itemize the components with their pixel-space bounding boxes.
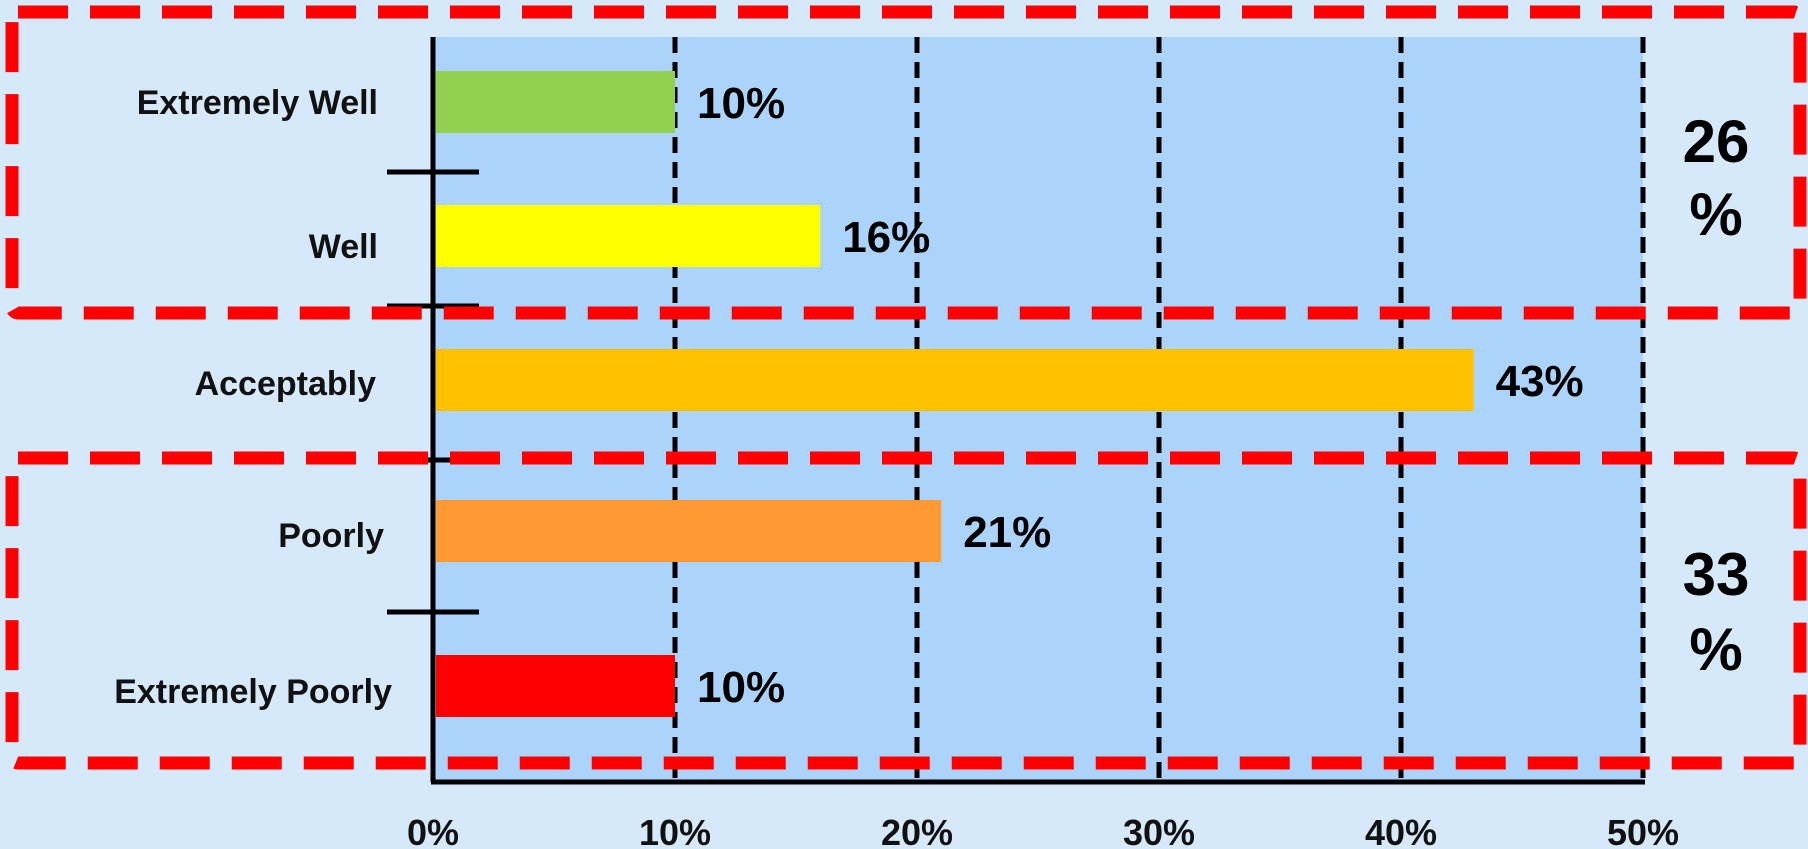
category-label-3: Poorly [278,517,384,555]
group-label-0-line-0: 26 [1683,108,1750,175]
bar-3 [436,500,942,562]
bar-1 [436,205,821,267]
value-labels: 10% 16% 43% 21% 10% [697,79,1584,712]
group-label-1-line-0: 33 [1683,541,1750,608]
value-label-3: 21% [963,508,1051,557]
x-tick-label-40: 40% [1365,812,1437,849]
category-label-0: Extremely Well [137,84,378,122]
category-label-4: Extremely Poorly [114,673,392,711]
x-tick-label-10: 10% [639,812,711,849]
value-label-4: 10% [697,663,785,712]
bar-0 [436,71,675,133]
x-tick-label-0: 0% [407,812,459,849]
group-box-1 [5,451,1807,770]
bar-4 [436,655,675,717]
group-label-0-line-1: % [1689,181,1742,248]
group-label-1-line-1: % [1689,616,1742,683]
value-label-0: 10% [697,79,785,128]
x-tick-label-20: 20% [881,812,953,849]
x-tick-label-50: 50% [1607,812,1679,849]
category-label-2: Acceptably [195,365,376,403]
value-label-2: 43% [1496,357,1584,406]
group-box-0 [5,5,1807,320]
x-tick-label-30: 30% [1123,812,1195,849]
bars [436,71,1474,717]
group-boxes: 26% 33% [5,5,1807,770]
category-label-1: Well [309,228,378,266]
value-label-1: 16% [842,213,930,262]
x-tick-labels: 0% 10% 20% 30% 40% 50% [407,812,1679,849]
category-labels: Extremely Well Well Acceptably Poorly Extrem… [114,84,392,711]
bar-2 [436,349,1474,411]
